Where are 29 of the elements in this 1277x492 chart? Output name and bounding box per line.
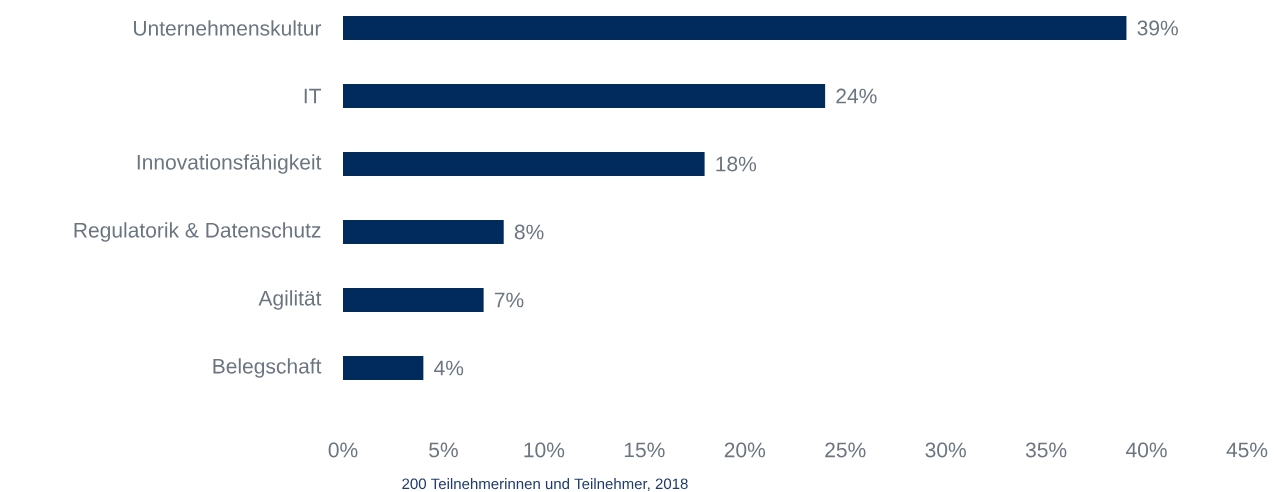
- y-tick-label: Agilität: [258, 290, 322, 310]
- data-label: 39%: [1137, 20, 1178, 36]
- data-label: 7%: [494, 292, 524, 308]
- x-tick-label: 0%: [328, 442, 358, 458]
- bar: [343, 84, 826, 108]
- x-tick-label: 45%: [1226, 442, 1268, 458]
- y-tick-label: Unternehmenskultur: [134, 20, 322, 36]
- text: 200 Teilnehmerinnen und Teilnehmer, 2018: [402, 478, 688, 491]
- y-tick-label: Belegschaft: [213, 358, 322, 378]
- x-tick-label: 5%: [429, 442, 458, 458]
- x-tick-label: 40%: [1126, 442, 1167, 458]
- data-label: 8%: [514, 224, 544, 240]
- x-tick-label: 20%: [724, 442, 766, 458]
- x-tick-label: 10%: [524, 442, 565, 458]
- y-tick-label: Innovationsfähigkeit: [137, 154, 322, 174]
- bar: [343, 220, 504, 244]
- bar: [343, 16, 1127, 40]
- x-tick-label: 15%: [624, 442, 665, 458]
- x-tick-label: 35%: [1025, 442, 1067, 458]
- bar: [343, 287, 484, 312]
- data-label: 4%: [434, 360, 464, 376]
- data-label: 18%: [716, 156, 757, 172]
- y-tick-label: Regulatorik & Datenschutz: [74, 222, 321, 242]
- x-tick-label: 30%: [925, 442, 966, 458]
- x-tick-label: 25%: [825, 442, 866, 458]
- y-tick-label: IT: [304, 88, 321, 104]
- data-label: 24%: [836, 88, 877, 104]
- bar: [343, 355, 424, 380]
- bar: [343, 152, 705, 176]
